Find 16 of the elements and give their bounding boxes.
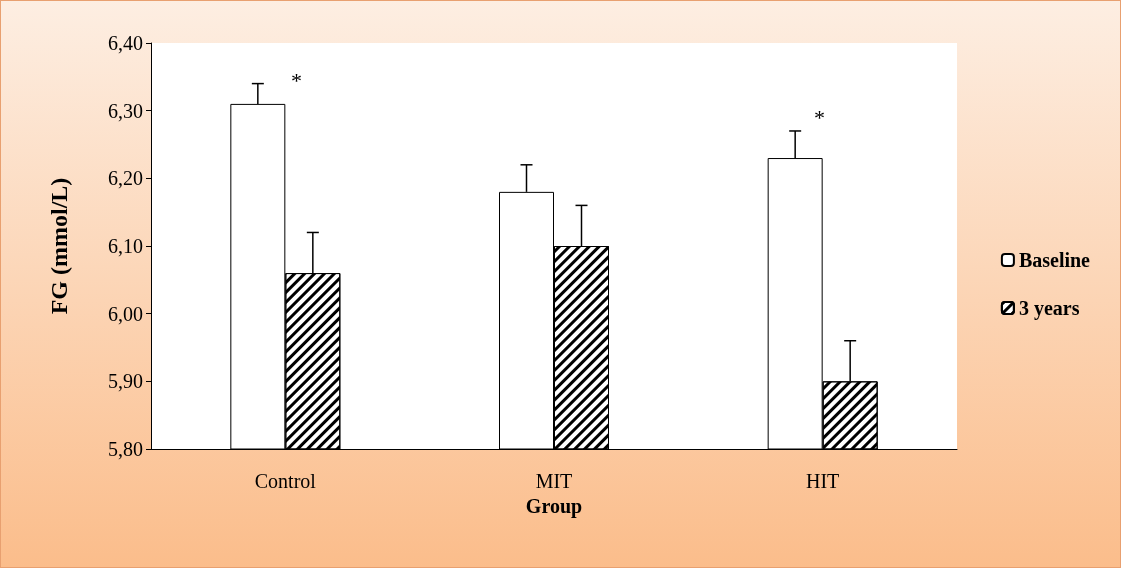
x-tick-label: HIT: [806, 470, 840, 492]
x-tick-label: Control: [254, 470, 317, 492]
legend-label: 3 years: [1018, 297, 1080, 320]
y-tick-label: 6,00: [108, 302, 143, 325]
y-tick-label: 6,30: [108, 99, 143, 122]
y-tick-label: 5,80: [108, 438, 143, 460]
legend-label: Baseline: [1018, 249, 1091, 271]
annotation: *: [814, 104, 825, 130]
y-tick-label: 5,90: [108, 370, 143, 393]
annotation: *: [291, 67, 302, 93]
y-tick-label: 6,40: [108, 32, 143, 54]
y-axis-title: FG (mmol/L): [46, 177, 72, 315]
y-tick-label: 6,20: [108, 167, 143, 190]
y-tick-label: 6,10: [108, 235, 143, 257]
x-axis-title: Group: [525, 494, 583, 518]
x-tick-label: MIT: [535, 470, 573, 492]
